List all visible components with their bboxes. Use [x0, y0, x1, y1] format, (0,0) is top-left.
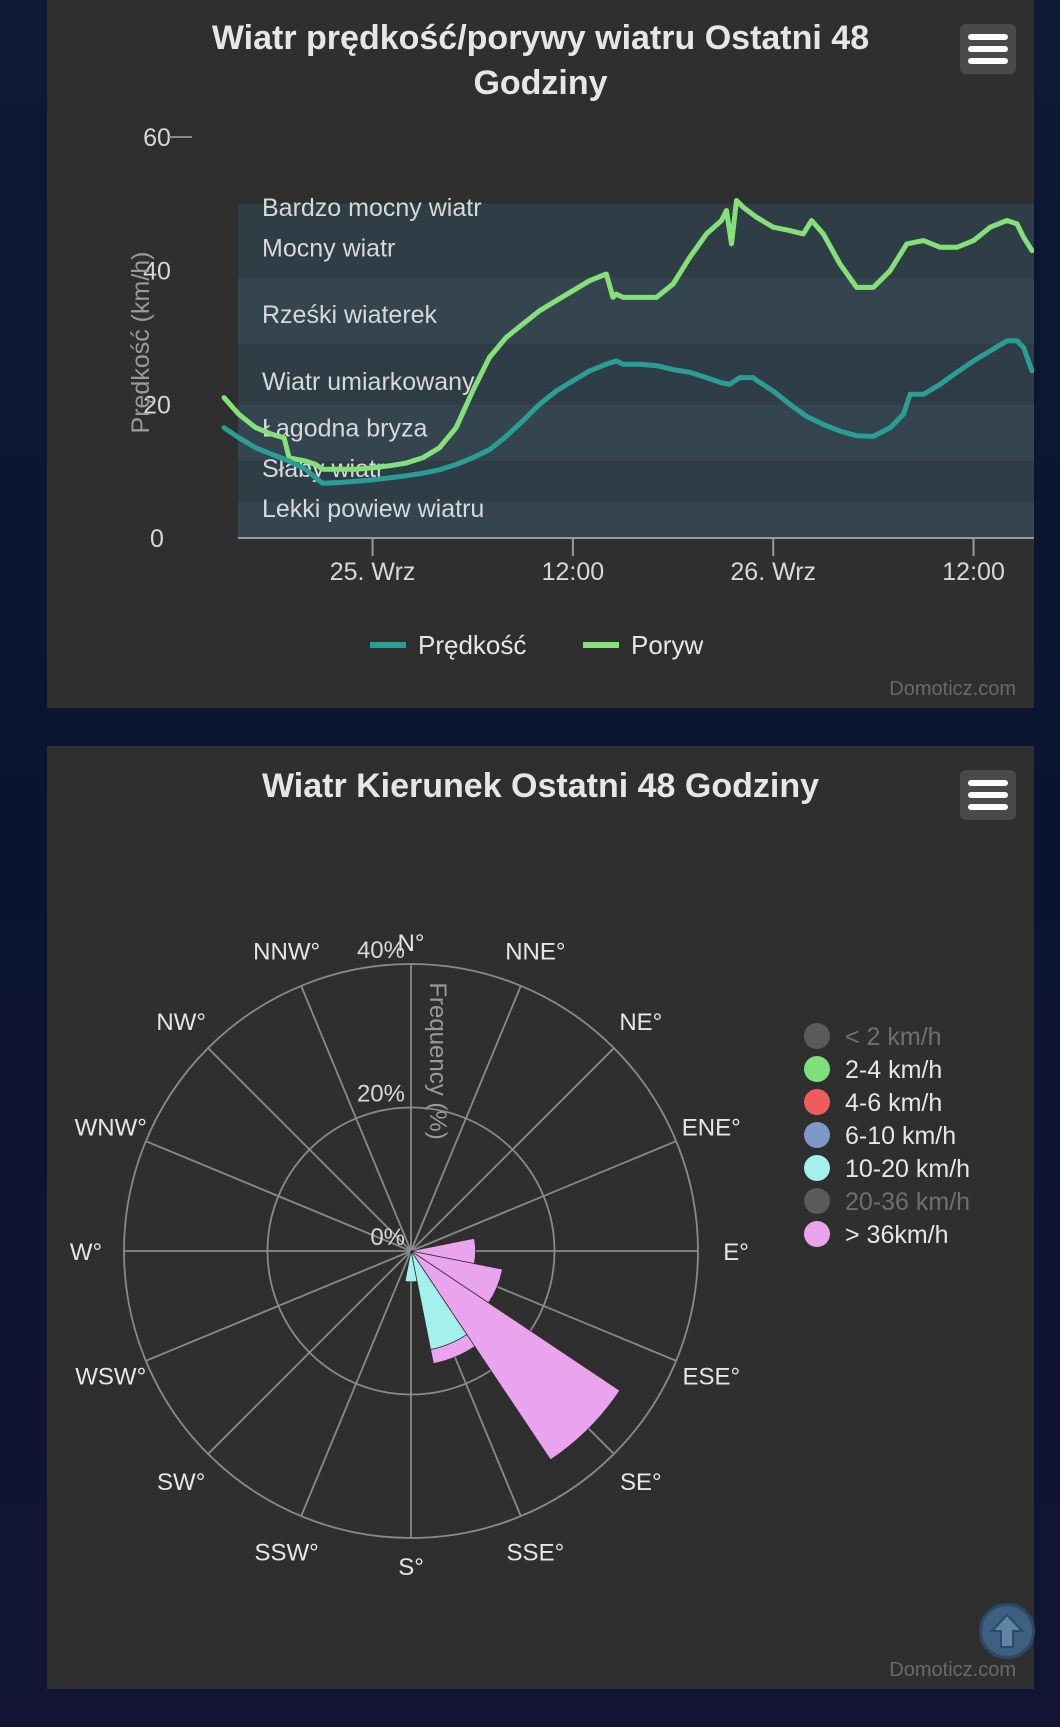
x-tick-label: 12:00	[942, 558, 1005, 586]
direction-label: W°	[70, 1239, 102, 1266]
direction-label: ENE°	[682, 1115, 741, 1142]
legend-label: 6-10 km/h	[845, 1122, 956, 1150]
grid-spoke	[410, 1047, 615, 1252]
direction-label: N°	[398, 930, 425, 957]
plot-band-label: Wiatr umiarkowany	[262, 368, 475, 396]
legend-label: Poryw	[631, 630, 703, 660]
legend-label: 20-36 km/h	[845, 1188, 970, 1216]
legend-label: > 36km/h	[845, 1221, 949, 1249]
direction-label: SSW°	[254, 1539, 318, 1566]
legend-label: 10-20 km/h	[845, 1155, 970, 1183]
plot-band-label: Lekki powiew wiatru	[262, 495, 484, 523]
grid-spoke	[207, 1047, 412, 1252]
legend-label: 4-6 km/h	[845, 1089, 942, 1117]
direction-label: WSW°	[75, 1363, 146, 1390]
plot-band-label: Bardzo mocny wiatr	[262, 194, 482, 222]
legend-label: Prędkość	[418, 630, 526, 660]
direction-label: WNW°	[75, 1115, 147, 1142]
plot-band-label: Rześki wiaterek	[262, 301, 438, 329]
legend-marker	[804, 1221, 830, 1247]
plot-band-label: Mocny wiatr	[262, 234, 395, 262]
legend-label: < 2 km/h	[845, 1023, 942, 1051]
legend-marker	[804, 1089, 830, 1115]
direction-label: NNE°	[505, 939, 565, 966]
hamburger-icon-bar	[968, 780, 1008, 786]
radial-tick-label: 40%	[357, 937, 405, 964]
grid-spoke	[207, 1250, 412, 1455]
legend-marker	[804, 1155, 830, 1181]
radial-axis-title: Frequency (%)	[424, 982, 451, 1139]
y-axis-title: Prędkość (km/h)	[127, 252, 155, 434]
legend-label: 2-4 km/h	[845, 1056, 942, 1084]
grid-spoke	[145, 1250, 412, 1362]
rose-petal	[404, 1252, 418, 1283]
direction-label: SSE°	[507, 1539, 565, 1566]
direction-label: NW°	[156, 1009, 206, 1036]
hamburger-icon-bar	[968, 804, 1008, 810]
direction-chart-panel: N° NNE° NE° ENE° E° ESE° SE° SSE° S° SSW° SW° WSW° W…	[47, 746, 1034, 1689]
plot-band-label: Łagodna bryza	[262, 415, 428, 443]
direction-label: ESE°	[682, 1363, 740, 1390]
speed-chart-menu-button[interactable]	[960, 24, 1016, 74]
hamburger-icon-bar	[968, 34, 1008, 40]
hamburger-icon-bar	[968, 792, 1008, 798]
hamburger-icon-bar	[968, 46, 1008, 52]
plot-band	[238, 203, 1034, 278]
plot-band	[238, 501, 1034, 538]
legend-marker	[804, 1056, 830, 1082]
direction-label: SW°	[157, 1469, 205, 1496]
direction-label: S°	[398, 1554, 424, 1581]
scroll-to-top-button[interactable]	[979, 1603, 1035, 1659]
grid-spoke	[410, 985, 522, 1252]
direction-label: SE°	[620, 1469, 662, 1496]
y-tick-label: 60	[143, 124, 171, 152]
legend-marker	[804, 1188, 830, 1214]
direction-label: E°	[723, 1239, 749, 1266]
hamburger-icon-bar	[968, 58, 1008, 64]
direction-label: NNW°	[253, 939, 320, 966]
series-line-Prędkość	[221, 338, 1034, 486]
rose-petal	[410, 1250, 621, 1461]
radial-tick-label: 0%	[370, 1224, 405, 1251]
plot-band	[238, 344, 1034, 405]
direction-chart-title: Wiatr Kierunek Ostatni 48 Godziny	[261, 767, 820, 805]
speed-chart-title: Wiatr prędkość/porywy wiatru Ostatni 48 …	[211, 19, 870, 102]
y-tick-label: 0	[150, 525, 164, 553]
plot-band	[238, 277, 1034, 345]
legend-marker	[804, 1023, 830, 1049]
y-tick-label: 20	[143, 391, 171, 419]
wind-rose-chart: N° NNE° NE° ENE° E° ESE° SE° SSE° S° SSW° SW° WSW° W…	[70, 930, 970, 1581]
series-line-Poryw	[221, 198, 1034, 472]
y-tick-label: 40	[143, 258, 171, 286]
speed-chart-panel: Lekki powiew wiatru Słaby wiatr Łagodna br…	[47, 0, 1034, 708]
speed-chart-credit[interactable]: Domoticz.com	[889, 678, 1016, 700]
grid-spoke	[300, 1250, 412, 1517]
grid-spoke	[300, 985, 412, 1252]
grid-spoke	[145, 1140, 412, 1252]
grid-spoke	[410, 1140, 677, 1252]
direction-chart-menu-button[interactable]	[960, 770, 1016, 820]
x-tick-label: 26. Wrz	[730, 558, 816, 586]
legend-marker	[804, 1122, 830, 1148]
direction-label: NE°	[619, 1009, 662, 1036]
arrow-up-icon	[989, 1613, 1025, 1648]
direction-chart-credit[interactable]: Domoticz.com	[889, 1659, 1016, 1681]
radial-tick-label: 20%	[357, 1081, 405, 1108]
rose-petal	[430, 1333, 476, 1365]
x-tick-label: 25. Wrz	[330, 558, 416, 586]
x-tick-label: 12:00	[542, 558, 605, 586]
